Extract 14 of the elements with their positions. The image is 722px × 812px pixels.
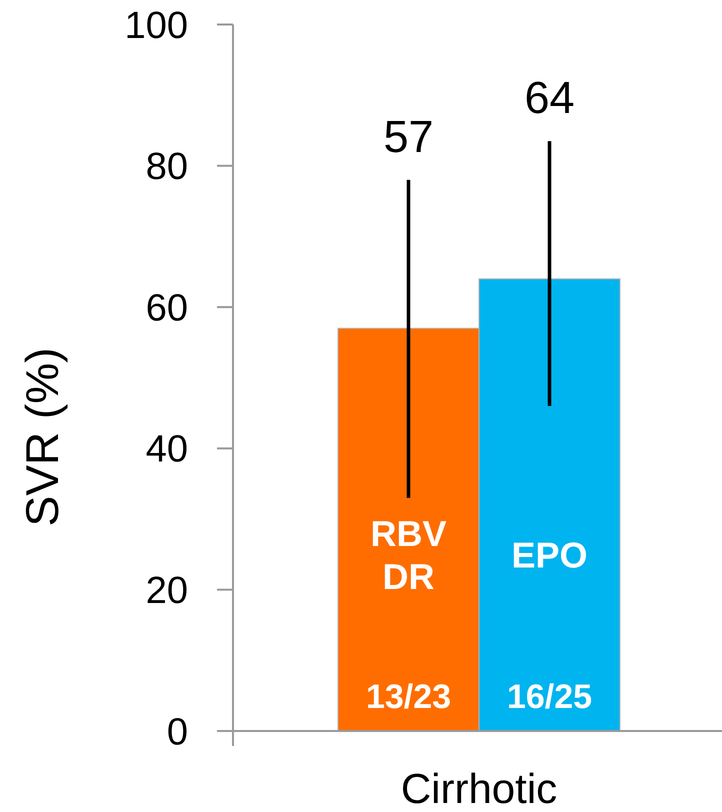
annotation: 57: [383, 110, 434, 162]
data-label: 16/25: [506, 678, 592, 716]
y-axis-title: SVR (%): [16, 348, 68, 526]
y-tick-label: 80: [146, 146, 188, 188]
series-label: EPO: [511, 534, 588, 576]
series-label: RBV DR: [370, 512, 447, 597]
annotation: 64: [524, 72, 575, 124]
y-tick-label: 100: [124, 4, 188, 47]
x-tick-label: Cirrhotic: [400, 765, 558, 812]
y-tick-label: 20: [146, 570, 188, 612]
data-label: 13/23: [366, 678, 452, 716]
y-tick-label: 40: [146, 428, 188, 471]
y-tick-label: 0: [166, 711, 188, 754]
y-tick-label: 60: [146, 287, 188, 330]
